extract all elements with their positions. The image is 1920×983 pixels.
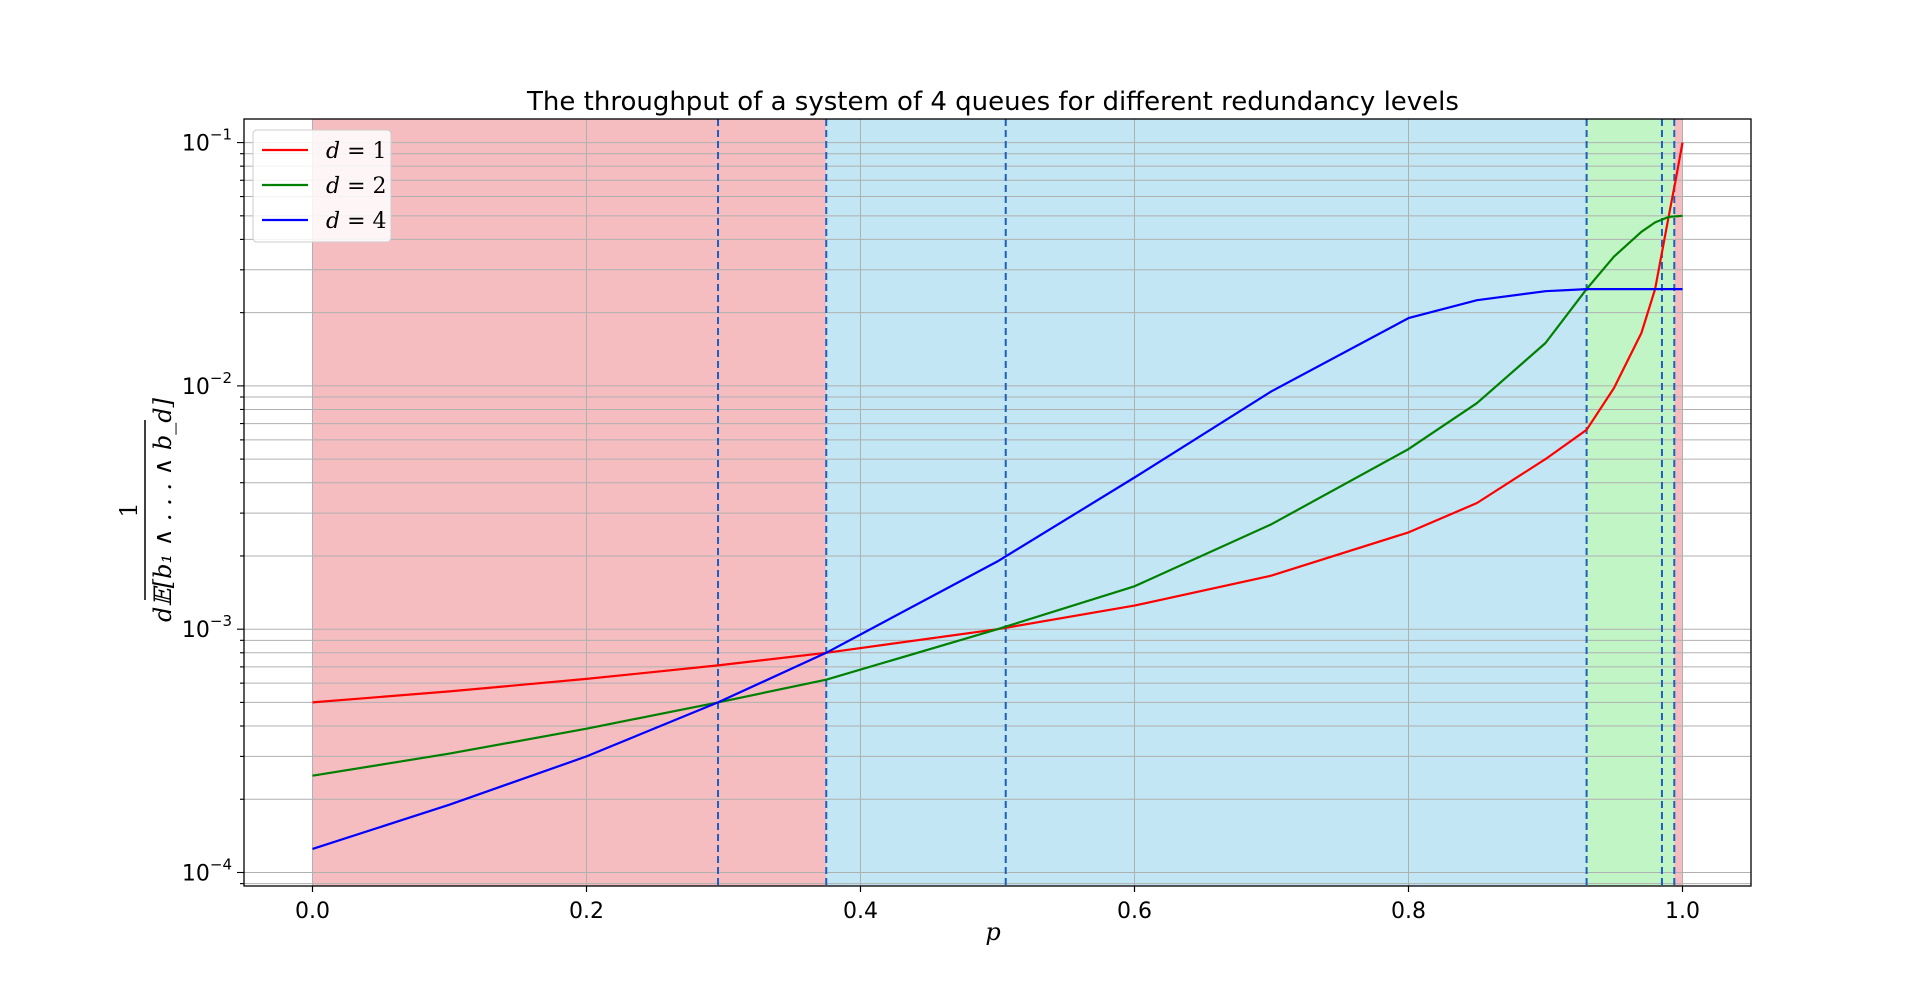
legend-frame xyxy=(252,129,392,243)
plot-frame xyxy=(243,118,1752,887)
series-line-d4 xyxy=(312,288,1683,850)
region-2 xyxy=(1586,119,1675,886)
region-3 xyxy=(1674,119,1683,886)
y-axis-label-numerator: 1 xyxy=(115,502,143,517)
y-tick-label: 10−2 xyxy=(182,369,232,400)
legend: d = 1 d = 2 d = 4 xyxy=(252,129,392,243)
x-tick-label: 1.0 xyxy=(1665,899,1700,924)
x-tick-label: 0.8 xyxy=(1391,899,1426,924)
series-line-d1 xyxy=(312,142,1684,704)
x-tick-label: 0.4 xyxy=(843,899,878,924)
x-axis-label: p xyxy=(985,918,1000,946)
region-0 xyxy=(312,119,827,886)
y-axis-label: 1 d𝔼[b₁ ∧ . . . ∧ b_d] xyxy=(115,397,177,622)
y-axis-label-denominator: d𝔼[b₁ ∧ . . . ∧ b_d] xyxy=(149,397,177,622)
y-tick-label: 10−1 xyxy=(182,126,232,157)
shaded-regions xyxy=(312,119,1683,886)
x-tick-label: 0.2 xyxy=(569,899,604,924)
x-axis-ticks: 0.0 0.2 0.4 0.6 0.8 1.0 xyxy=(295,886,1700,924)
y-axis-ticks: 10−1 10−2 10−3 10−4 xyxy=(182,126,244,886)
threshold-lines xyxy=(717,119,1676,886)
gridlines xyxy=(244,119,1751,886)
x-tick-label: 0.6 xyxy=(1117,899,1152,924)
series-lines xyxy=(312,142,1684,850)
legend-label-d1: d = 1 xyxy=(326,139,387,164)
legend-label-d4: d = 4 xyxy=(326,209,387,234)
region-1 xyxy=(826,119,1587,886)
y-tick-label: 10−3 xyxy=(182,612,232,643)
x-tick-label: 0.0 xyxy=(295,899,330,924)
chart-title: The throughput of a system of 4 queues f… xyxy=(526,87,1459,117)
legend-label-d2: d = 2 xyxy=(326,174,387,199)
series-line-d2 xyxy=(312,214,1683,777)
y-tick-label: 10−4 xyxy=(182,855,232,886)
